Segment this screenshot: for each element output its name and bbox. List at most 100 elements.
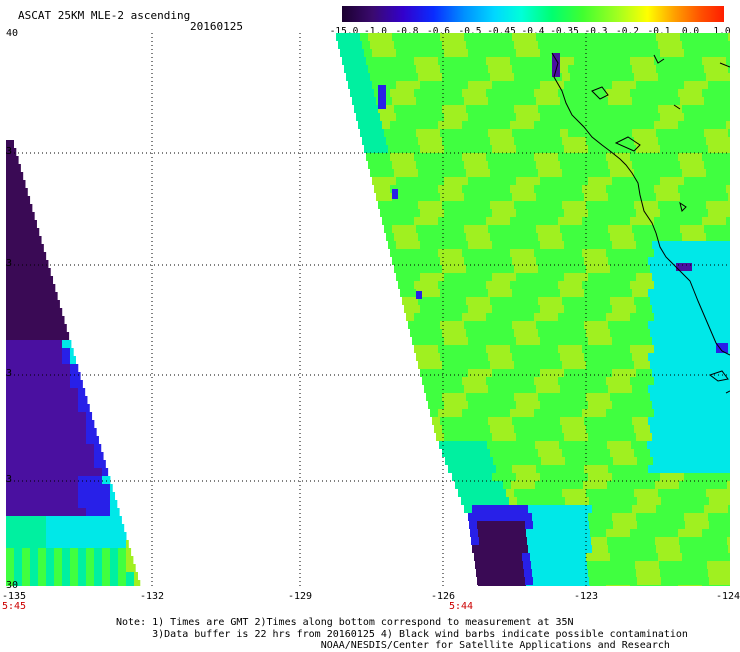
swath-cell: [706, 265, 714, 273]
swath-cell: [482, 329, 490, 337]
swath-cell: [372, 113, 380, 121]
swath-cell: [670, 281, 678, 289]
swath-cell: [400, 161, 408, 169]
swath-cell: [492, 241, 500, 249]
swath-cell: [646, 529, 654, 537]
swath-cell: [698, 169, 706, 177]
swath-cell: [392, 33, 400, 41]
swath-cell: [516, 81, 524, 89]
swath-cell: [94, 444, 101, 452]
swath-cell: [662, 585, 670, 586]
swath-cell: [524, 401, 532, 409]
swath-cell: [30, 236, 38, 244]
swath-cell: [500, 145, 508, 153]
swath-cell: [378, 169, 386, 177]
swath-cell: [500, 81, 508, 89]
swath-cell: [508, 241, 516, 249]
swath-cell: [700, 473, 708, 481]
swath-cell: [670, 377, 678, 385]
swath-cell: [454, 345, 462, 353]
swath-cell: [110, 508, 118, 516]
swath-cell: [456, 225, 464, 233]
swath-cell: [496, 33, 504, 41]
swath-cell: [566, 249, 574, 257]
swath-cell: [402, 201, 410, 209]
swath-cell: [22, 396, 30, 404]
swath-cell: [716, 473, 724, 481]
swath-cell: [620, 177, 628, 185]
swath-cell: [618, 361, 626, 369]
swath-cell: [70, 564, 78, 572]
swath-cell: [452, 369, 460, 377]
swath-cell: [378, 85, 386, 109]
swath-cell: [682, 449, 690, 457]
swath-cell: [508, 337, 516, 345]
swath-cell: [462, 121, 470, 129]
swath-cell: [624, 97, 632, 105]
swath-cell: [516, 369, 524, 377]
swath-cell: [350, 57, 358, 65]
swath-cell: [502, 89, 510, 97]
swath-cell: [30, 580, 38, 586]
swath-cell: [644, 145, 652, 153]
swath-cell: [670, 121, 678, 129]
swath-cell: [630, 249, 638, 257]
swath-cell: [696, 161, 704, 169]
swath-cell: [661, 497, 669, 505]
swath-cell: [78, 372, 81, 380]
swath-cell: [595, 561, 603, 569]
swath-cell: [496, 545, 504, 553]
swath-cell: [614, 313, 622, 321]
swath-cell: [508, 473, 516, 481]
swath-cell: [416, 161, 424, 169]
swath-cell: [600, 225, 608, 233]
swath-cell: [54, 548, 62, 556]
swath-cell: [522, 553, 530, 561]
swath-cell: [496, 417, 504, 425]
swath-cell: [684, 401, 692, 409]
swath-cell: [420, 177, 428, 185]
swath-cell: [94, 460, 102, 468]
swath-cell: [484, 513, 492, 521]
swath-cell: [692, 369, 700, 377]
swath-cell: [550, 377, 558, 385]
swath-cell: [658, 297, 666, 305]
swath-cell: [676, 401, 684, 409]
swath-cell: [554, 449, 562, 457]
swath-cell: [38, 508, 46, 516]
swath-cell: [6, 268, 14, 276]
swath-cell: [564, 81, 572, 89]
swath-cell: [538, 361, 546, 369]
swath-cell: [660, 433, 668, 441]
swath-cell: [384, 161, 392, 169]
swath-cell: [462, 281, 470, 289]
swath-cell: [574, 313, 582, 321]
swath-cell: [412, 305, 420, 313]
swath-cell: [557, 521, 565, 529]
swath-cell: [685, 457, 693, 465]
swath-cell: [605, 521, 613, 529]
swath-cell: [458, 449, 466, 457]
swath-cell: [588, 433, 596, 441]
swath-cell: [22, 316, 30, 324]
swath-cell: [494, 377, 502, 385]
swath-cell: [22, 196, 30, 204]
swath-cell: [486, 153, 494, 161]
swath-cell: [406, 57, 414, 65]
swath-cell: [696, 353, 704, 361]
swath-cell: [54, 484, 62, 492]
swath-cell: [450, 265, 458, 273]
swath-cell: [14, 532, 22, 540]
swath-cell: [722, 449, 730, 457]
swath-cell: [694, 153, 702, 161]
swath-cell: [610, 233, 618, 241]
swath-cell: [432, 289, 440, 297]
swath-cell: [650, 361, 658, 369]
swath-cell: [704, 353, 712, 361]
swath-cell: [536, 257, 544, 265]
swath-cell: [664, 33, 672, 41]
swath-cell: [364, 113, 372, 121]
swath-cell: [38, 452, 46, 460]
swath-cell: [626, 41, 634, 49]
swath-cell: [622, 529, 630, 537]
